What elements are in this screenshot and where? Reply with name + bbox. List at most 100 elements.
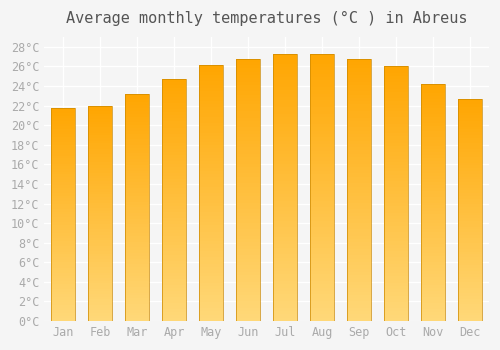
Bar	[384, 149, 408, 152]
Bar	[162, 258, 186, 260]
Bar	[422, 188, 446, 191]
Bar	[422, 280, 446, 282]
Bar	[51, 107, 75, 321]
Bar	[125, 304, 149, 307]
Bar	[88, 302, 112, 305]
Bar	[273, 164, 297, 167]
Bar	[310, 144, 334, 147]
Bar	[347, 137, 372, 141]
Bar	[458, 240, 482, 243]
Bar	[51, 297, 75, 300]
Bar	[51, 241, 75, 244]
Bar	[88, 230, 112, 232]
Bar	[51, 273, 75, 276]
Bar	[51, 163, 75, 166]
Bar	[236, 98, 260, 101]
Bar	[199, 104, 223, 107]
Bar	[273, 77, 297, 80]
Bar	[51, 305, 75, 308]
Bar	[310, 217, 334, 221]
Bar	[310, 197, 334, 201]
Bar	[125, 244, 149, 247]
Bar	[422, 185, 446, 188]
Bar	[199, 302, 223, 305]
Bar	[88, 246, 112, 248]
Bar	[88, 297, 112, 300]
Bar	[199, 82, 223, 85]
Bar	[422, 102, 446, 105]
Bar	[162, 164, 186, 167]
Bar	[273, 124, 297, 127]
Bar	[51, 161, 75, 163]
Bar	[458, 243, 482, 246]
Bar	[236, 256, 260, 259]
Bar	[88, 165, 112, 168]
Bar	[236, 127, 260, 131]
Bar	[199, 273, 223, 276]
Bar	[273, 181, 297, 184]
Bar	[236, 62, 260, 65]
Bar	[125, 102, 149, 105]
Bar	[125, 301, 149, 304]
Bar	[384, 248, 408, 251]
Bar	[88, 216, 112, 219]
Bar	[162, 254, 186, 258]
Bar	[458, 99, 482, 321]
Bar	[51, 180, 75, 182]
Bar	[88, 178, 112, 181]
Bar	[347, 275, 372, 278]
Bar	[236, 124, 260, 127]
Bar	[236, 232, 260, 236]
Bar	[347, 278, 372, 282]
Bar	[199, 145, 223, 148]
Bar	[458, 102, 482, 104]
Bar	[347, 170, 372, 173]
Bar	[273, 191, 297, 194]
Bar	[422, 235, 446, 238]
Bar	[51, 246, 75, 249]
Bar	[422, 298, 446, 300]
Bar	[347, 295, 372, 298]
Bar	[310, 224, 334, 228]
Bar	[236, 219, 260, 223]
Bar	[51, 196, 75, 198]
Bar	[162, 152, 186, 155]
Bar	[88, 289, 112, 292]
Bar	[273, 114, 297, 117]
Bar	[88, 203, 112, 205]
Bar	[273, 94, 297, 97]
Bar	[199, 174, 223, 177]
Bar	[88, 262, 112, 265]
Bar	[458, 166, 482, 168]
Bar	[273, 141, 297, 144]
Bar	[347, 199, 372, 203]
Bar	[347, 262, 372, 265]
Bar	[422, 158, 446, 161]
Bar	[422, 179, 446, 182]
Bar	[162, 121, 186, 125]
Bar	[384, 190, 408, 194]
Bar	[310, 127, 334, 131]
Bar	[162, 116, 186, 118]
Bar	[384, 162, 408, 165]
Bar	[273, 234, 297, 238]
Bar	[458, 310, 482, 313]
Bar	[458, 285, 482, 288]
Bar	[422, 128, 446, 132]
Bar	[88, 162, 112, 165]
Bar	[273, 120, 297, 124]
Bar	[273, 224, 297, 228]
Bar	[273, 231, 297, 234]
Bar	[310, 201, 334, 204]
Bar	[125, 219, 149, 222]
Bar	[236, 216, 260, 219]
Bar	[236, 58, 260, 321]
Bar	[162, 170, 186, 173]
Bar	[162, 91, 186, 94]
Bar	[51, 126, 75, 129]
Bar	[125, 273, 149, 275]
Bar	[422, 84, 446, 87]
Bar	[236, 65, 260, 68]
Bar	[384, 194, 408, 197]
Bar	[88, 222, 112, 224]
